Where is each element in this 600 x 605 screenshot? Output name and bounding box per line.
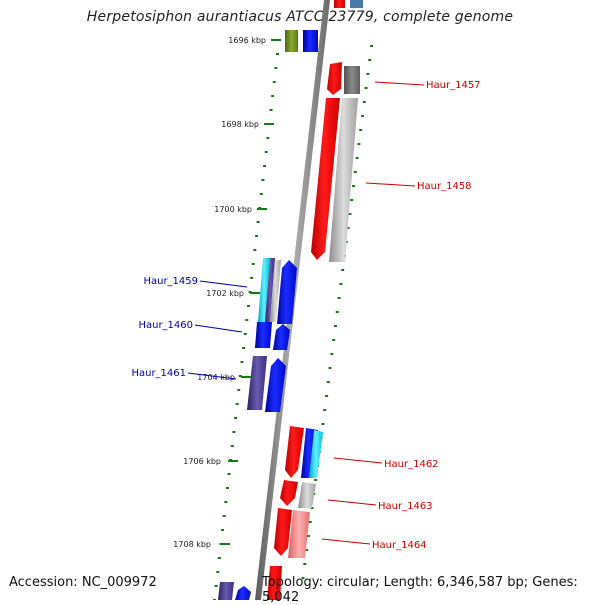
kbp-label: 1702 kbp	[206, 289, 244, 298]
gene-label-haur-1460[interactable]: Haur_1460	[138, 320, 193, 331]
gene-haur-1461[interactable]	[247, 356, 286, 412]
gene-labels: Haur_1457 Haur_1458 Haur_1459 Haur_1460 …	[131, 80, 480, 551]
feature-top-partials	[285, 0, 363, 52]
gene-haur-1458[interactable]	[311, 98, 358, 262]
kbp-label: 1700 kbp	[214, 205, 252, 214]
kbp-label: 1696 kbp	[228, 36, 266, 45]
gene-label-haur-1457[interactable]: Haur_1457	[426, 80, 481, 91]
feature-bottom-partials	[218, 566, 282, 600]
gene-haur-1464[interactable]	[274, 508, 310, 558]
kbp-label: 1704 kbp	[197, 373, 235, 382]
gene-label-haur-1458[interactable]: Haur_1458	[417, 181, 472, 192]
kbp-label: 1706 kbp	[183, 457, 221, 466]
gene-haur-1457[interactable]	[327, 62, 360, 95]
topology-text: Topology: circular; Length: 6,346,587 bp…	[262, 575, 578, 605]
kbp-ruler: 1696 kbp 1698 kbp 1700 kbp 1702 kbp 1704…	[173, 36, 281, 549]
gene-haur-1460[interactable]	[255, 322, 290, 350]
kbp-label: 1698 kbp	[221, 120, 259, 129]
kbp-label: 1708 kbp	[173, 540, 211, 549]
gene-label-haur-1464[interactable]: Haur_1464	[372, 540, 427, 551]
gene-label-haur-1459[interactable]: Haur_1459	[143, 276, 198, 287]
gene-label-haur-1462[interactable]: Haur_1462	[384, 459, 439, 470]
gene-haur-1459[interactable]	[258, 258, 297, 324]
genome-title: Herpetosiphon aurantiacus ATCC 23779, co…	[86, 9, 514, 25]
accession-text: Accession: NC_009972	[9, 575, 157, 590]
gene-label-haur-1463[interactable]: Haur_1463	[378, 501, 433, 512]
gene-haur-1463[interactable]	[280, 480, 316, 508]
gene-haur-1462[interactable]	[285, 426, 323, 478]
gene-label-haur-1461[interactable]: Haur_1461	[131, 368, 186, 379]
